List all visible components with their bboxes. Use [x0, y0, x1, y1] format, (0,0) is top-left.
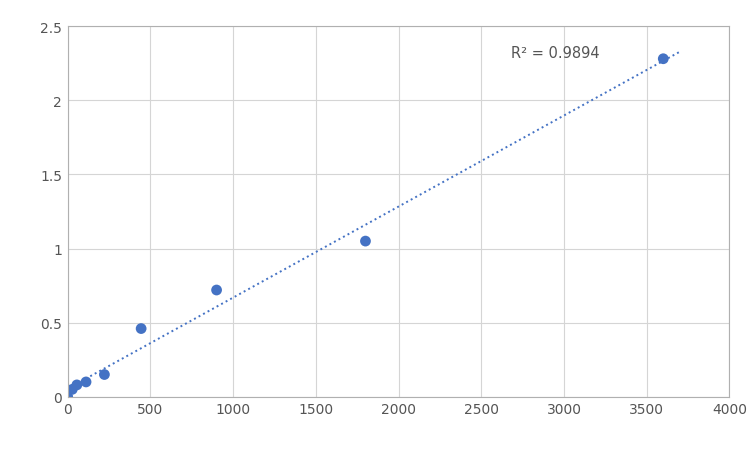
Point	[80, 378, 92, 386]
Point	[62, 393, 74, 400]
Point	[99, 371, 111, 378]
Point	[135, 325, 147, 332]
Point	[211, 287, 223, 294]
Point	[71, 382, 83, 389]
Point	[359, 238, 371, 245]
Point	[66, 386, 78, 393]
Text: R² = 0.9894: R² = 0.9894	[511, 46, 599, 61]
Point	[657, 56, 669, 63]
